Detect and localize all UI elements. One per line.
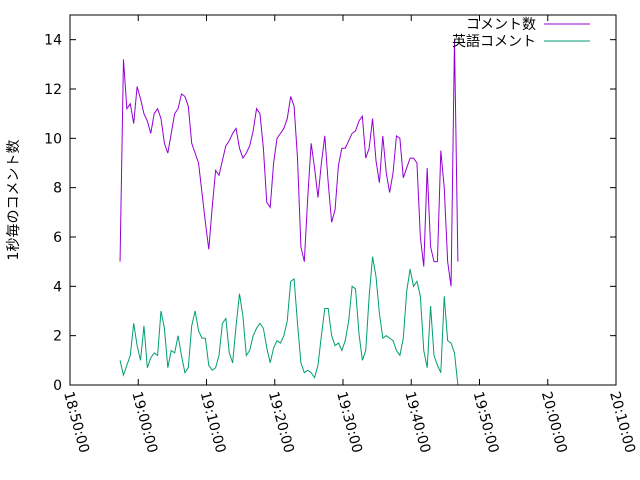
series-line-0 — [119, 39, 459, 287]
y-tick-label: 6 — [53, 230, 62, 246]
series-line-1 — [119, 256, 459, 386]
plot-frame — [69, 14, 617, 386]
y-tick-label: 10 — [44, 131, 62, 147]
y-tick-label: 4 — [53, 279, 62, 295]
y-tick-label: 12 — [44, 82, 62, 98]
y-tick-label: 8 — [53, 181, 62, 197]
series-layer — [119, 39, 459, 386]
legend-label-1: 英語コメント — [452, 33, 536, 50]
y-axis-label-group: 1秒毎のコメント数 — [6, 140, 22, 261]
y-tick-label: 2 — [53, 329, 62, 345]
y-axis-label: 1秒毎のコメント数 — [6, 140, 22, 261]
y-tick-label: 0 — [53, 378, 62, 394]
legend-label-0: コメント数 — [466, 17, 536, 33]
y-tick-label: 14 — [44, 33, 62, 49]
